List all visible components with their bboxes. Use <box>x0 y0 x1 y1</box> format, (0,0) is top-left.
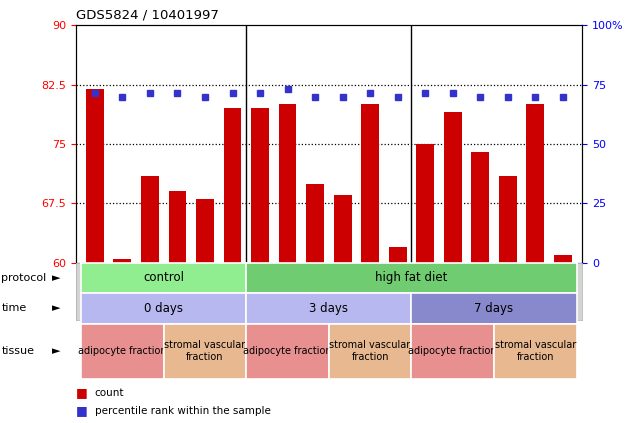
Text: time: time <box>1 303 26 313</box>
Text: tissue: tissue <box>1 346 34 356</box>
Text: GDS5824 / 10401997: GDS5824 / 10401997 <box>76 8 219 21</box>
Bar <box>334 195 351 263</box>
Text: ■: ■ <box>76 404 87 417</box>
Bar <box>388 247 406 263</box>
Text: adipocyte fraction: adipocyte fraction <box>243 346 332 356</box>
Bar <box>416 144 434 263</box>
Text: 3 days: 3 days <box>310 302 348 315</box>
Text: stromal vascular
fraction: stromal vascular fraction <box>495 340 576 362</box>
Bar <box>471 152 489 263</box>
Text: ►: ► <box>52 346 61 356</box>
Text: stromal vascular
fraction: stromal vascular fraction <box>329 340 411 362</box>
Text: control: control <box>143 272 184 284</box>
Bar <box>499 176 517 263</box>
Text: protocol: protocol <box>1 273 47 283</box>
Text: ■: ■ <box>76 386 87 399</box>
Bar <box>361 104 379 263</box>
Bar <box>554 255 572 263</box>
Bar <box>306 184 324 263</box>
Bar <box>444 113 462 263</box>
Bar <box>251 108 269 263</box>
Bar <box>526 104 544 263</box>
Text: percentile rank within the sample: percentile rank within the sample <box>95 406 271 416</box>
Bar <box>113 259 131 263</box>
Bar <box>86 89 104 263</box>
Text: count: count <box>95 387 124 398</box>
Text: ►: ► <box>52 273 61 283</box>
Text: adipocyte fraction: adipocyte fraction <box>408 346 497 356</box>
Text: ►: ► <box>52 303 61 313</box>
Bar <box>196 199 214 263</box>
Bar <box>224 108 242 263</box>
Text: high fat diet: high fat diet <box>375 272 447 284</box>
Bar <box>279 104 297 263</box>
Text: stromal vascular
fraction: stromal vascular fraction <box>164 340 246 362</box>
Text: adipocyte fraction: adipocyte fraction <box>78 346 167 356</box>
Text: 0 days: 0 days <box>144 302 183 315</box>
Bar <box>141 176 159 263</box>
Text: 7 days: 7 days <box>474 302 513 315</box>
Bar <box>169 192 187 263</box>
